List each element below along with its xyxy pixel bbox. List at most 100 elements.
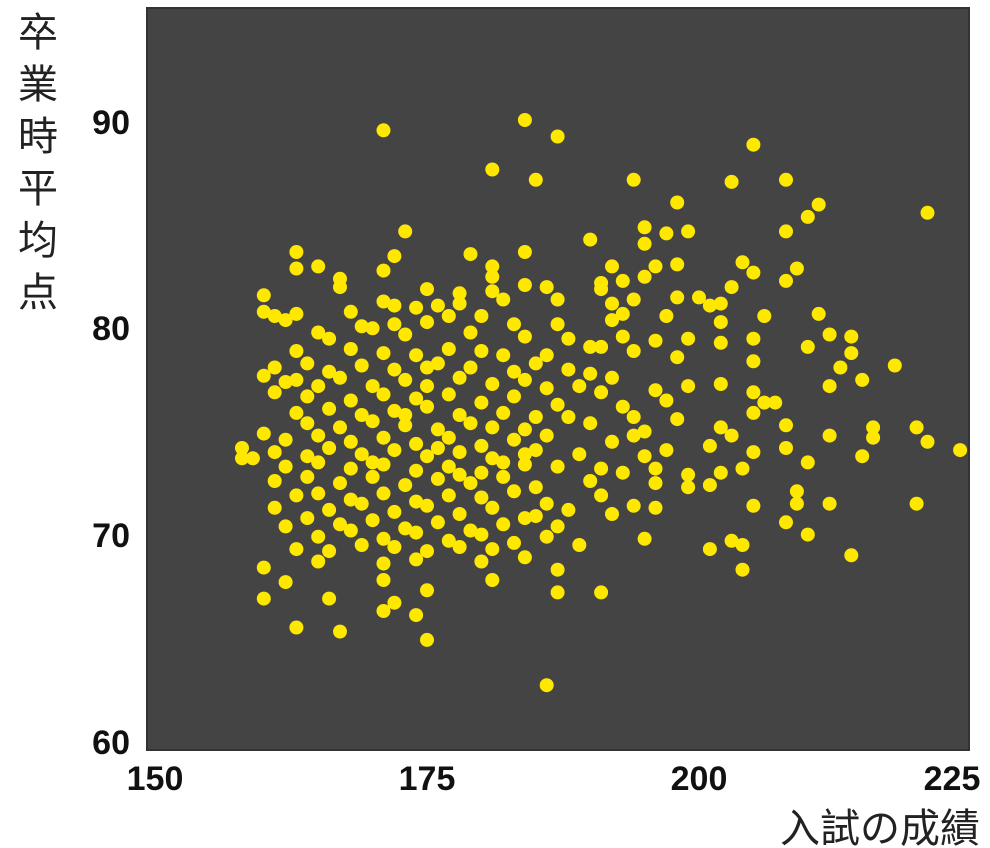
data-point — [354, 319, 369, 334]
data-point — [496, 292, 511, 307]
data-point — [517, 550, 532, 565]
data-point — [746, 498, 761, 513]
data-point — [637, 424, 652, 439]
data-point — [452, 540, 467, 554]
data-point — [496, 405, 511, 420]
data-point — [517, 511, 532, 526]
data-point — [550, 397, 565, 412]
data-point — [420, 315, 434, 330]
data-point — [724, 428, 739, 443]
data-point — [692, 290, 706, 305]
data-point — [311, 428, 326, 443]
data-point — [594, 282, 609, 297]
data-point — [833, 360, 848, 375]
data-point — [343, 461, 358, 476]
data-point — [539, 529, 554, 544]
data-point — [485, 269, 500, 284]
data-point — [485, 451, 500, 466]
data-point — [485, 377, 500, 391]
data-point — [594, 385, 609, 400]
data-point — [289, 245, 304, 259]
x-tick-label-150: 150 — [127, 760, 184, 798]
data-point — [420, 544, 434, 559]
data-point — [474, 438, 489, 453]
data-point — [507, 535, 521, 550]
data-point — [343, 342, 358, 356]
data-point — [300, 449, 315, 464]
data-point — [354, 447, 369, 462]
data-point — [333, 624, 347, 639]
data-point — [311, 259, 326, 274]
data-point — [757, 395, 772, 410]
data-point — [594, 339, 609, 354]
data-point — [779, 273, 793, 288]
data-point — [420, 399, 434, 414]
data-point — [572, 538, 587, 552]
x-tick-label-175: 175 — [399, 760, 456, 798]
data-point — [376, 457, 391, 472]
data-point — [256, 591, 271, 606]
data-point — [311, 486, 326, 501]
data-point — [789, 484, 804, 499]
data-point — [463, 325, 478, 340]
data-point — [550, 562, 565, 577]
data-point — [463, 247, 478, 262]
data-point — [387, 595, 402, 610]
data-point — [550, 292, 565, 307]
data-point — [278, 519, 293, 534]
data-point — [746, 405, 761, 420]
data-point — [496, 348, 511, 363]
data-point — [507, 484, 521, 499]
data-point — [267, 500, 282, 515]
data-point — [376, 531, 391, 546]
data-point — [496, 469, 511, 484]
y-tick-label-70: 70 — [92, 517, 130, 555]
data-point — [409, 436, 424, 451]
data-point — [637, 449, 652, 464]
data-point — [376, 556, 391, 571]
data-point — [398, 408, 413, 422]
data-point — [811, 197, 826, 212]
data-point — [420, 498, 434, 513]
data-point — [256, 368, 271, 383]
data-point — [409, 494, 424, 509]
data-point — [539, 381, 554, 396]
data-point — [800, 455, 815, 470]
data-point — [572, 447, 587, 462]
data-point — [953, 443, 968, 458]
data-point — [289, 344, 304, 358]
data-point — [670, 350, 685, 365]
data-point — [517, 329, 532, 344]
data-point — [300, 356, 315, 371]
data-point — [822, 496, 837, 511]
data-point — [822, 327, 837, 342]
data-point — [452, 370, 467, 385]
y-tick-label-90: 90 — [92, 104, 130, 142]
data-point — [387, 362, 402, 377]
data-point — [539, 428, 554, 443]
data-point — [387, 403, 402, 418]
data-point — [398, 418, 413, 433]
data-point — [583, 474, 598, 488]
data-point — [637, 531, 652, 546]
data-point — [354, 358, 369, 373]
data-point — [528, 509, 543, 524]
data-point — [409, 525, 424, 540]
data-point — [474, 490, 489, 505]
data-point — [300, 416, 315, 431]
data-point — [517, 372, 532, 387]
data-point — [659, 443, 674, 458]
data-point — [615, 273, 630, 288]
data-point — [648, 476, 663, 491]
data-point — [365, 321, 380, 336]
data-point — [267, 309, 282, 323]
data-point — [452, 286, 467, 301]
data-point — [496, 517, 511, 532]
data-point — [724, 280, 739, 295]
data-point — [659, 309, 674, 323]
data-point — [648, 333, 663, 348]
data-point — [702, 298, 717, 313]
data-point — [256, 426, 271, 441]
data-point — [605, 259, 619, 274]
data-point — [550, 585, 565, 600]
